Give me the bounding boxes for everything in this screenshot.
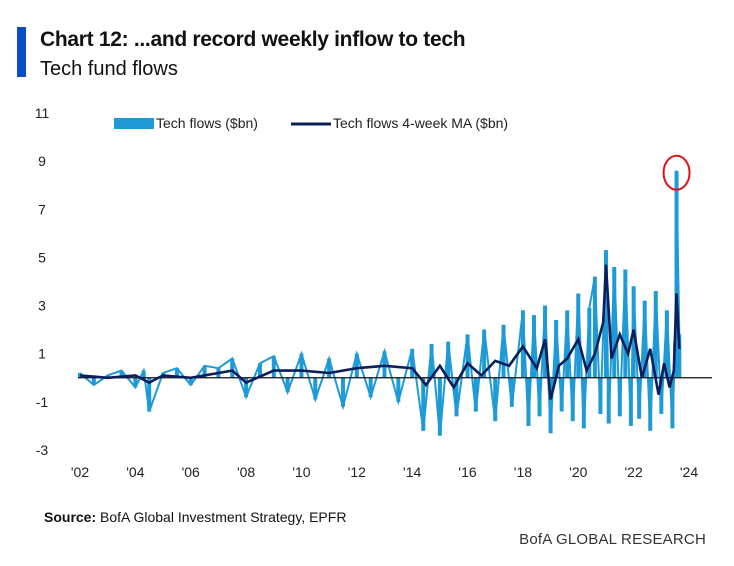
flows-bar	[340, 377, 345, 407]
flows-bar	[285, 377, 290, 393]
x-tick-label: '18	[514, 464, 532, 480]
flows-bar	[78, 372, 82, 378]
flows-bar	[230, 358, 235, 378]
flows-bar	[526, 377, 531, 426]
flows-bar	[147, 377, 152, 412]
flows-bar	[257, 363, 262, 378]
flows-bar	[592, 276, 597, 378]
flows-bar	[313, 377, 318, 400]
flows-bar	[612, 267, 617, 378]
flows-bar	[501, 324, 506, 378]
flows-bar	[454, 377, 459, 417]
x-tick-label: '08	[237, 464, 255, 480]
y-tick-label: 3	[38, 298, 46, 314]
x-tick-label: '16	[458, 464, 476, 480]
flows-bar	[368, 377, 373, 398]
flows-series-path	[79, 170, 681, 436]
flows-bar	[587, 307, 592, 378]
x-tick-label: '20	[569, 464, 587, 480]
flows-bar	[271, 356, 276, 378]
flows-bar	[396, 377, 401, 402]
y-tick-label: 5	[38, 249, 46, 265]
flows-bar	[623, 269, 628, 378]
x-tick-label: '02	[71, 464, 89, 480]
flows-bar	[119, 370, 124, 378]
ma-series-line	[79, 264, 681, 400]
flows-bar	[648, 377, 653, 431]
flows-bar	[465, 334, 470, 378]
flows-bar	[429, 344, 434, 378]
legend-swatch-flows	[114, 118, 154, 129]
flows-bar	[421, 377, 426, 431]
y-tick-label: 7	[38, 201, 46, 217]
chart-subtitle: Tech fund flows	[40, 58, 178, 80]
flows-bar	[188, 377, 193, 386]
flows-bar	[244, 377, 249, 398]
flows-bar	[473, 377, 478, 412]
flows-bar	[327, 358, 332, 378]
y-tick-label: -3	[36, 442, 49, 458]
flows-bar	[548, 377, 553, 434]
flows-bar	[664, 310, 669, 378]
y-axis: -3 -1 1 3 5 7 9 11	[35, 105, 50, 458]
y-tick-label: 1	[38, 346, 46, 362]
y-tick-label: -1	[36, 394, 49, 410]
flows-bar	[509, 377, 514, 407]
flows-bar	[202, 365, 207, 378]
y-tick-label: 9	[38, 153, 46, 169]
y-tick-label: 11	[35, 105, 50, 121]
legend-label-ma: Tech flows 4-week MA ($bn)	[333, 115, 508, 131]
flows-bar	[493, 377, 498, 422]
flows-bar	[91, 377, 96, 386]
flows-bar	[446, 341, 451, 378]
record-highlight-circle	[662, 154, 691, 191]
flows-bar	[482, 329, 487, 378]
flows-bar	[520, 310, 525, 378]
x-tick-label: '24	[680, 464, 698, 480]
x-axis: '02 '04 '06 '08 '10 '12 '14 '16 '18 '20 '22 '24	[71, 464, 698, 480]
source-label: Source:	[44, 509, 97, 525]
brand-footer: BofA GLOBAL RESEARCH	[519, 531, 706, 548]
flows-bar	[653, 291, 658, 378]
flows-bar	[565, 310, 570, 378]
source-text: BofA Global Investment Strategy, EPFR	[100, 509, 347, 525]
flows-bar	[603, 250, 608, 378]
flows-bar	[354, 353, 359, 378]
flows-bar	[576, 293, 581, 378]
x-tick-label: '22	[625, 464, 643, 480]
flows-bar	[410, 348, 415, 378]
flows-bar	[437, 377, 442, 436]
x-tick-label: '06	[182, 464, 200, 480]
legend-label-flows: Tech flows ($bn)	[156, 115, 258, 131]
flows-bar	[133, 377, 138, 388]
flows-bars	[78, 170, 682, 436]
flows-bar	[531, 315, 536, 378]
flows-bar	[174, 368, 179, 378]
chart-title: Chart 12: ...and record weekly inflow to…	[40, 28, 466, 51]
x-tick-label: '04	[126, 464, 144, 480]
x-tick-label: '14	[403, 464, 421, 480]
x-tick-label: '12	[348, 464, 366, 480]
x-tick-label: '10	[292, 464, 310, 480]
legend: Tech flows ($bn) Tech flows 4-week MA ($…	[114, 115, 508, 131]
flows-bar	[554, 320, 559, 378]
flows-bar	[642, 300, 647, 378]
source-note: Source: BofA Global Investment Strategy,…	[44, 509, 346, 525]
flows-bar	[299, 353, 304, 378]
title-accent-bar	[17, 27, 26, 77]
flows-bar	[677, 334, 682, 378]
flows-bar	[581, 377, 586, 429]
